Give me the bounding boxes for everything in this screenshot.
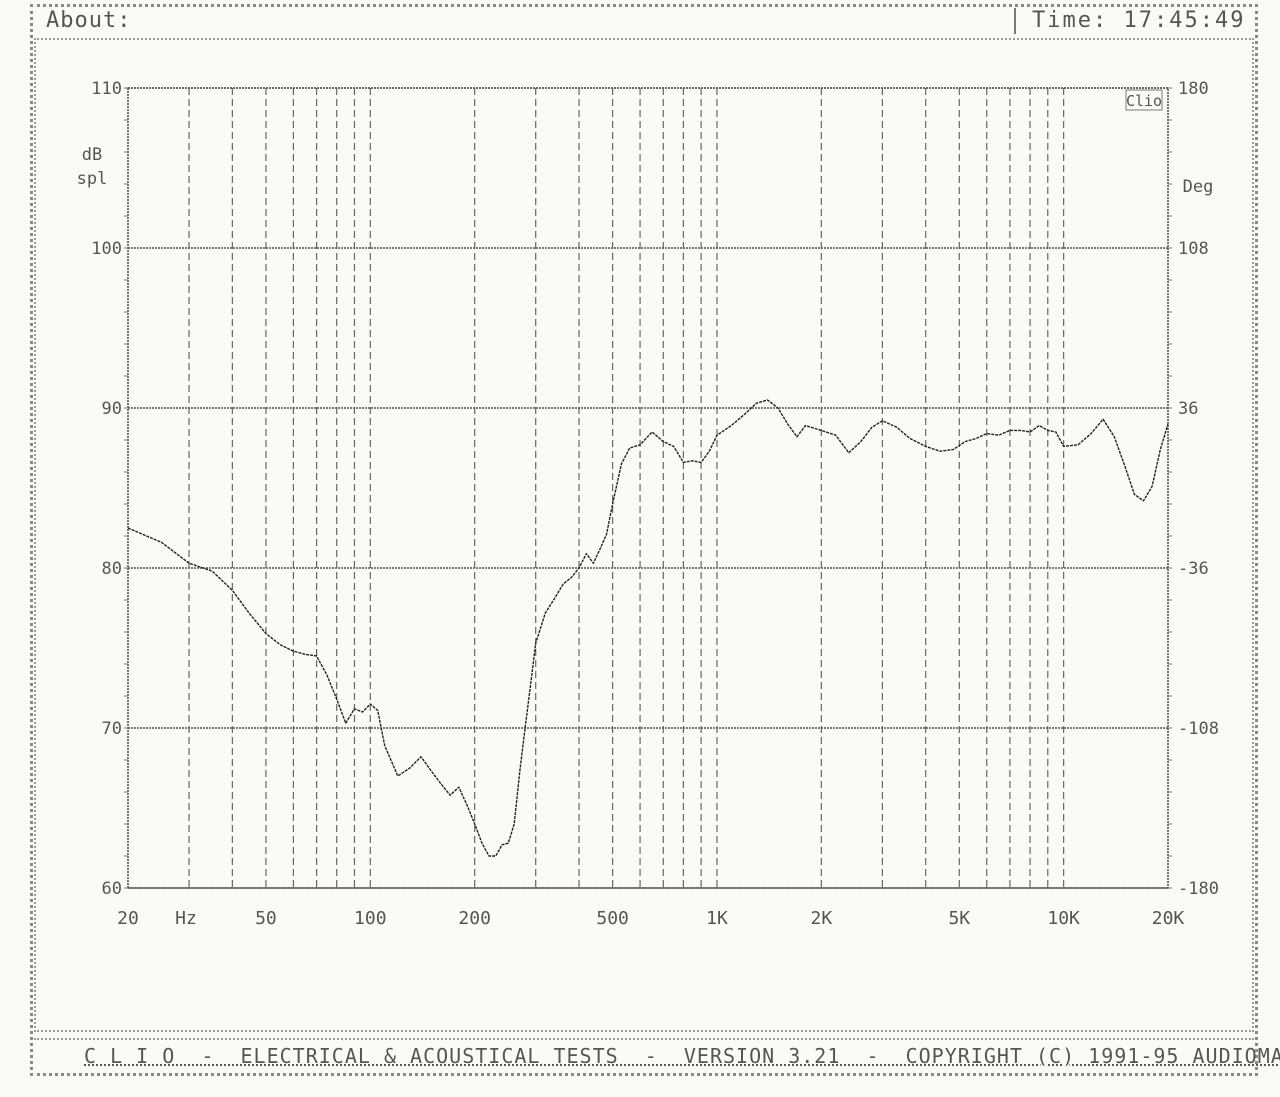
y-tick-label: 60 bbox=[102, 879, 122, 899]
y-tick-label: 90 bbox=[102, 399, 122, 419]
window-outer-frame bbox=[30, 4, 1258, 1076]
title-separator bbox=[1014, 8, 1016, 34]
plot-border bbox=[127, 87, 1169, 889]
y2-tick-label: -180 bbox=[1178, 879, 1219, 899]
x-tick-label: 10K bbox=[1047, 908, 1080, 929]
x-tick-label: 1K bbox=[706, 908, 728, 929]
x-tick-label: 20K bbox=[1152, 908, 1185, 929]
x-unit-label: Hz bbox=[175, 908, 197, 929]
axis-layer bbox=[124, 87, 1172, 889]
time-value: 17:45:49 bbox=[1123, 8, 1246, 33]
corner-label-box bbox=[1125, 89, 1163, 111]
grid-layer bbox=[128, 87, 1168, 889]
y2-tick-label: 180 bbox=[1178, 79, 1209, 99]
footer-bar: C L I O - ELECTRICAL & ACOUSTICAL TESTS … bbox=[34, 1038, 1280, 1070]
y2-tick-label: 36 bbox=[1178, 399, 1198, 419]
x-tick-label: 20 bbox=[117, 908, 139, 929]
plot-panel-frame bbox=[34, 38, 1254, 1032]
y2-tick-label: -108 bbox=[1178, 719, 1219, 739]
y-axis-label: spl bbox=[77, 169, 108, 189]
x-tick-label: 50 bbox=[255, 908, 277, 929]
x-tick-label: 500 bbox=[596, 908, 629, 929]
about-label: About: bbox=[46, 8, 132, 33]
x-tick-label: 2K bbox=[810, 908, 832, 929]
y-tick-label: 80 bbox=[102, 559, 122, 579]
title-bar: About: Time: 17:45:49 bbox=[34, 6, 1254, 36]
x-tick-label: 5K bbox=[948, 908, 970, 929]
corner-label: Clio bbox=[1126, 92, 1162, 110]
time-display: Time: 17:45:49 bbox=[1032, 8, 1245, 33]
label-layer: 60 70 80 90 100 110 -180 -108 -36 36 108 180 20 50 100… bbox=[77, 79, 1219, 929]
x-tick-label: 200 bbox=[458, 908, 491, 929]
time-label: Time: bbox=[1032, 8, 1109, 33]
x-tick-label: 100 bbox=[354, 908, 387, 929]
y2-axis-label: Deg bbox=[1183, 177, 1214, 197]
y2-tick-label: 108 bbox=[1178, 239, 1209, 259]
y-tick-label: 70 bbox=[102, 719, 122, 739]
y-tick-label: 100 bbox=[91, 239, 122, 259]
footer-copyright: C L I O - ELECTRICAL & ACOUSTICAL TESTS … bbox=[84, 1044, 1280, 1068]
response-curve bbox=[127, 399, 1169, 857]
y-axis-label: dB bbox=[82, 145, 102, 165]
y2-tick-label: -36 bbox=[1178, 559, 1209, 579]
curve-layer bbox=[127, 399, 1169, 857]
y-tick-label: 110 bbox=[91, 79, 122, 99]
